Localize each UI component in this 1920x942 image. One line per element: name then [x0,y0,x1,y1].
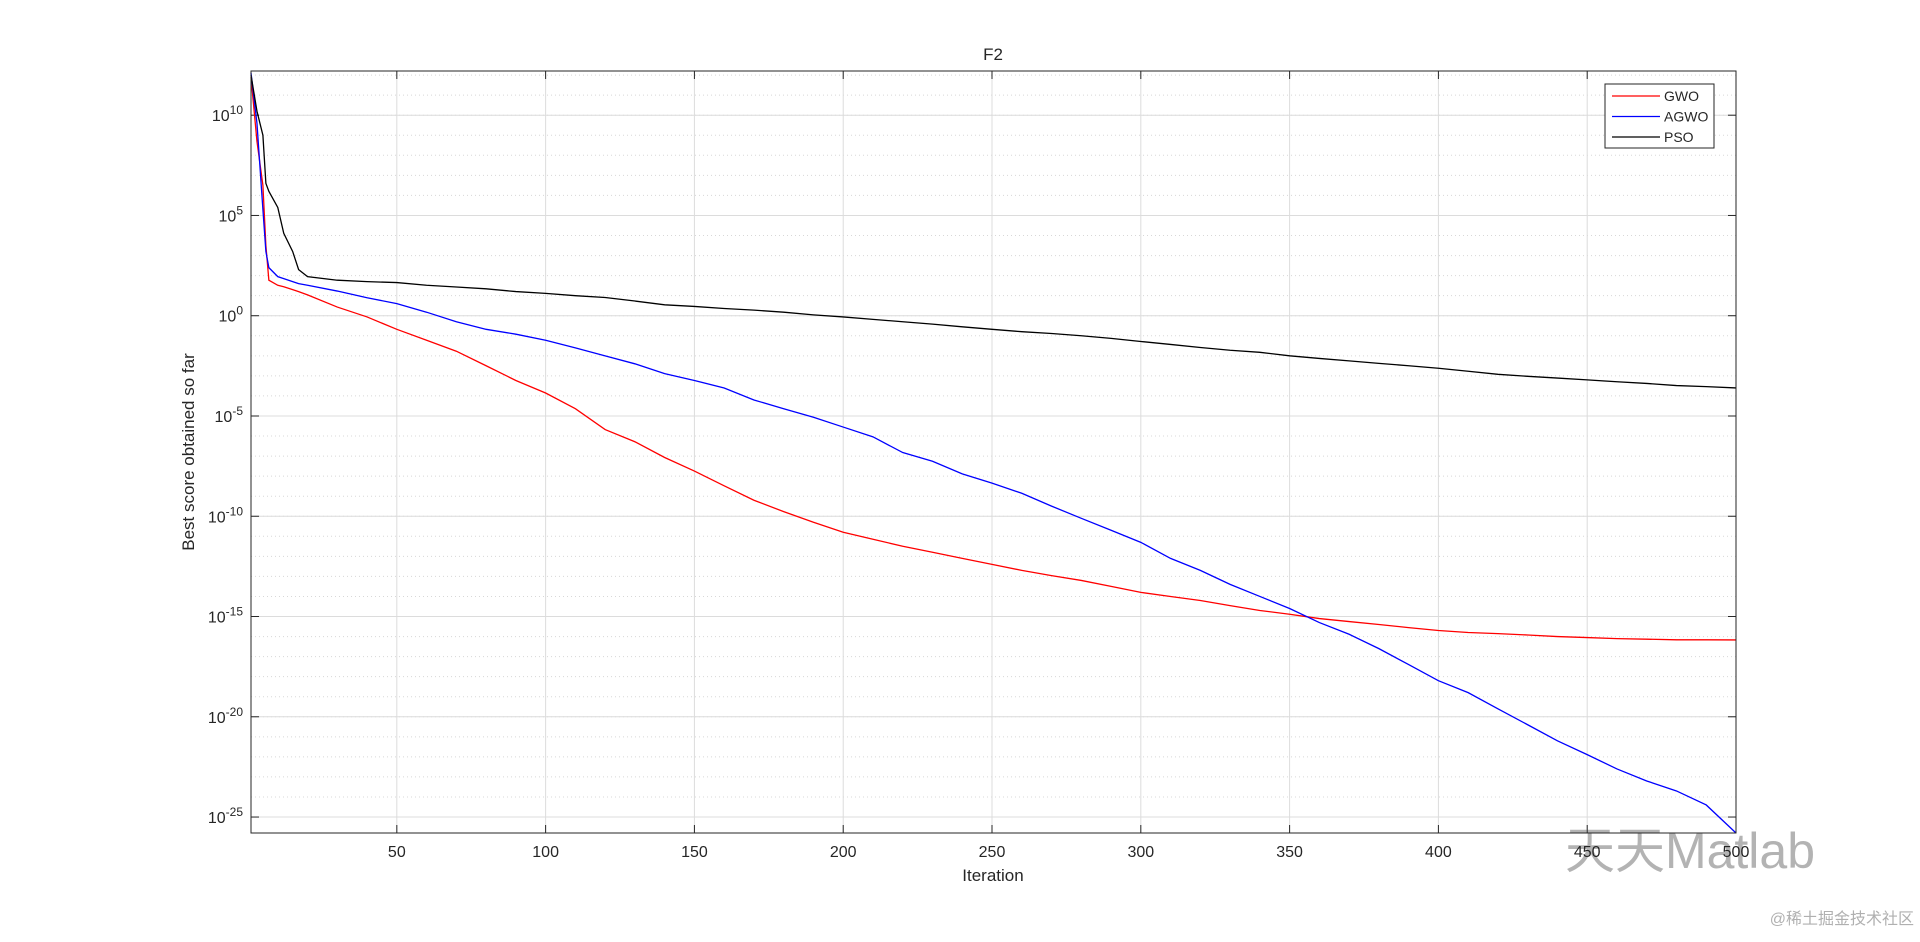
y-tick-label: 1010 [212,103,243,125]
x-axis-label: Iteration [962,866,1023,885]
watermark-credit: @稀土掘金技术社区 [1770,910,1914,928]
x-tick-label: 450 [1574,844,1601,861]
y-tick-label: 10-5 [215,404,244,426]
y-axis-label: Best score obtained so far [179,353,198,551]
y-tick-label: 10-20 [208,705,243,727]
x-tick-label: 150 [681,844,708,861]
legend-label: AGWO [1664,109,1708,125]
series-line [250,74,1737,389]
y-tick-label: 105 [219,203,244,225]
y-tick-label: 10-25 [208,805,243,827]
x-tick-label: 500 [1723,844,1750,861]
x-tick-label: 50 [388,844,406,861]
y-tick-label: 10-10 [208,504,243,526]
y-tick-label: 10-15 [208,605,243,627]
legend-label: PSO [1664,129,1694,145]
x-tick-label: 350 [1276,844,1303,861]
chart-title: F2 [983,45,1003,64]
series-line [250,77,1737,641]
series-line [250,72,1737,834]
watermark-logo: 天天Matlab [1565,823,1815,879]
x-tick-label: 100 [532,844,559,861]
plot-frame [250,70,1737,834]
y-tick-label: 100 [219,304,244,326]
x-tick-label: 300 [1127,844,1154,861]
x-tick-label: 200 [830,844,857,861]
x-tick-label: 250 [979,844,1006,861]
legend-label: GWO [1664,88,1699,104]
x-tick-label: 400 [1425,844,1452,861]
